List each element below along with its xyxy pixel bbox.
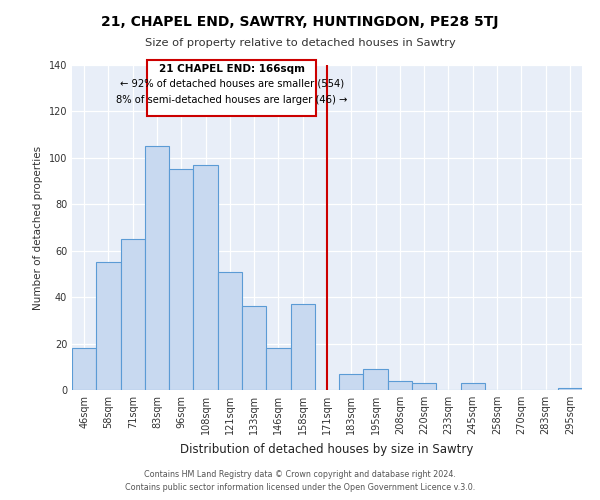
- Bar: [412, 383, 436, 390]
- Bar: [193, 165, 218, 390]
- Bar: [266, 348, 290, 390]
- Text: 8% of semi-detached houses are larger (46) →: 8% of semi-detached houses are larger (4…: [116, 95, 347, 105]
- Text: ← 92% of detached houses are smaller (554): ← 92% of detached houses are smaller (55…: [119, 79, 344, 89]
- Bar: [364, 369, 388, 390]
- X-axis label: Distribution of detached houses by size in Sawtry: Distribution of detached houses by size …: [181, 442, 473, 456]
- Bar: [242, 306, 266, 390]
- Bar: [121, 239, 145, 390]
- Bar: [169, 170, 193, 390]
- FancyBboxPatch shape: [147, 60, 316, 116]
- Bar: [558, 388, 582, 390]
- Y-axis label: Number of detached properties: Number of detached properties: [33, 146, 43, 310]
- Bar: [339, 374, 364, 390]
- Bar: [218, 272, 242, 390]
- Text: 21 CHAPEL END: 166sqm: 21 CHAPEL END: 166sqm: [158, 64, 305, 74]
- Text: 21, CHAPEL END, SAWTRY, HUNTINGDON, PE28 5TJ: 21, CHAPEL END, SAWTRY, HUNTINGDON, PE28…: [101, 15, 499, 29]
- Text: Size of property relative to detached houses in Sawtry: Size of property relative to detached ho…: [145, 38, 455, 48]
- Text: Contains HM Land Registry data © Crown copyright and database right 2024.
Contai: Contains HM Land Registry data © Crown c…: [125, 470, 475, 492]
- Bar: [461, 383, 485, 390]
- Bar: [145, 146, 169, 390]
- Bar: [96, 262, 121, 390]
- Bar: [72, 348, 96, 390]
- Bar: [388, 380, 412, 390]
- Bar: [290, 304, 315, 390]
